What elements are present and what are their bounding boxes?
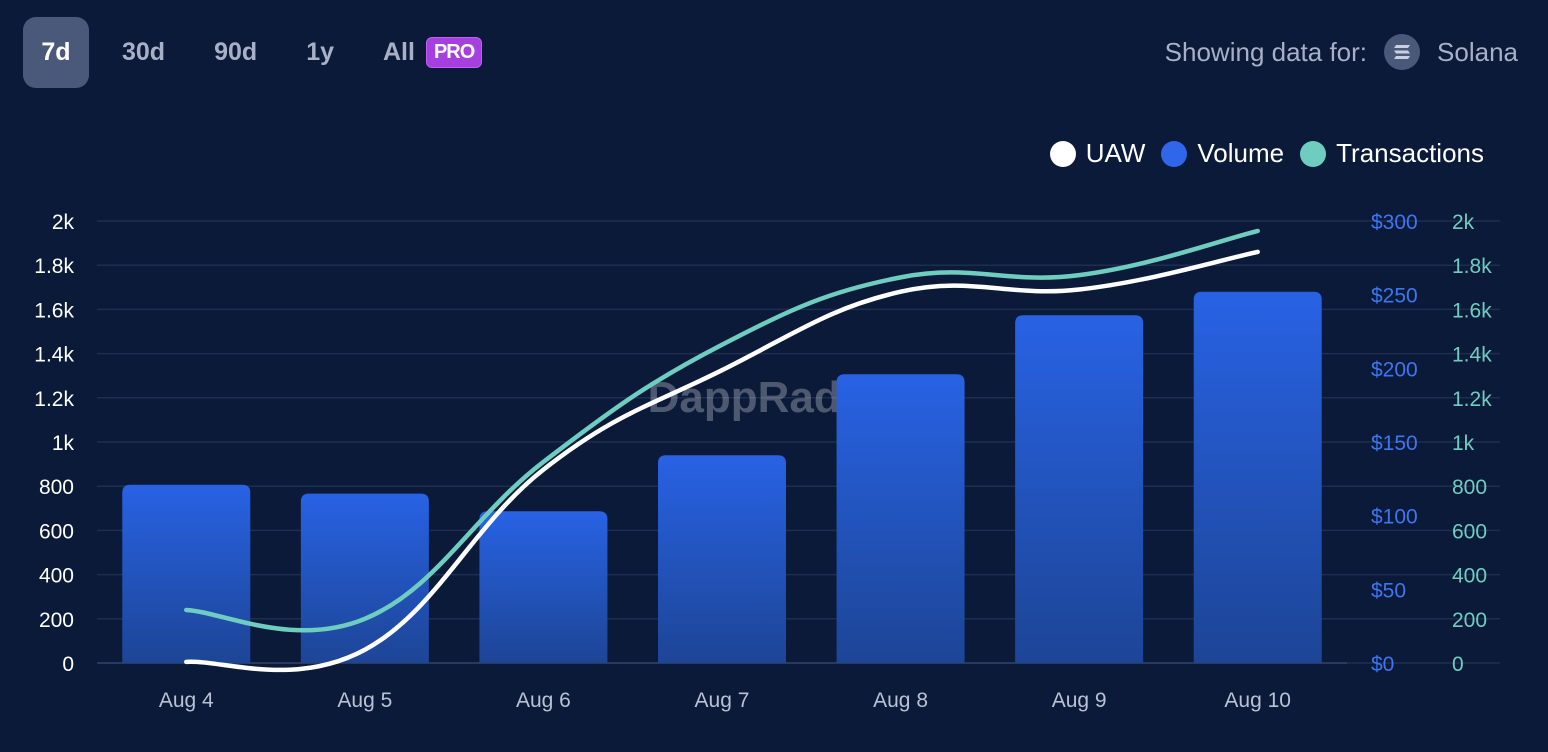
pro-badge: PRO xyxy=(425,37,483,68)
solana-icon xyxy=(1384,34,1421,70)
volume-axis-tick: $200 xyxy=(1371,358,1418,381)
volume-axis-tick: $0 xyxy=(1371,653,1394,676)
left-axis-tick: 1.6k xyxy=(34,299,74,322)
volume-axis-tick: $50 xyxy=(1371,579,1406,602)
volume-axis-tick: $150 xyxy=(1371,432,1418,455)
volume-bar xyxy=(1193,291,1322,663)
left-axis-tick: 1k xyxy=(52,432,75,455)
transactions-axis-tick: 1.4k xyxy=(1452,344,1492,367)
left-axis-tick: 800 xyxy=(39,476,74,499)
chart-legend: UAW Volume Transactions xyxy=(1034,138,1484,169)
x-axis-tick: Aug 6 xyxy=(516,689,571,712)
x-axis-tick: Aug 7 xyxy=(695,689,750,712)
legend-dot-uaw xyxy=(1049,140,1076,167)
x-axis-tick: Aug 8 xyxy=(873,689,928,712)
x-axis-tick: Aug 10 xyxy=(1224,689,1291,712)
transactions-axis-tick: 600 xyxy=(1452,520,1487,543)
transactions-axis-tick: 800 xyxy=(1452,476,1487,499)
transactions-axis-tick: 2k xyxy=(1452,211,1475,234)
left-axis-tick: 1.4k xyxy=(34,344,74,367)
legend-label: Transactions xyxy=(1336,138,1484,168)
transactions-axis-tick: 1.2k xyxy=(1452,388,1492,411)
left-axis-tick: 600 xyxy=(39,520,74,543)
volume-axis-tick: $250 xyxy=(1371,285,1418,308)
left-axis-tick: 400 xyxy=(39,565,74,588)
chain-selector[interactable]: Showing data for: Solana xyxy=(1165,34,1518,70)
volume-bar xyxy=(658,455,786,663)
transactions-axis-tick: 1k xyxy=(1452,432,1475,455)
transactions-axis-tick: 1.6k xyxy=(1452,299,1492,322)
x-axis-tick: Aug 4 xyxy=(159,689,214,712)
tab-30d[interactable]: 30d xyxy=(122,38,166,66)
volume-axis-tick: $300 xyxy=(1371,211,1418,234)
left-axis-tick: 0 xyxy=(62,653,74,676)
transactions-line xyxy=(184,228,1260,633)
legend-label: Volume xyxy=(1197,138,1285,168)
tab-90d[interactable]: 90d xyxy=(214,38,258,66)
legend-dot-transactions xyxy=(1300,140,1327,167)
volume-axis-tick: $100 xyxy=(1371,506,1418,529)
legend-uaw[interactable]: UAW xyxy=(1049,138,1146,169)
left-axis-tick: 200 xyxy=(39,609,74,632)
x-axis-tick: Aug 5 xyxy=(337,689,392,712)
volume-bar xyxy=(122,484,251,663)
legend-dot-volume xyxy=(1161,140,1188,167)
transactions-axis-tick: 1.8k xyxy=(1452,255,1492,278)
legend-label: UAW xyxy=(1085,138,1146,168)
showing-label: Showing data for: xyxy=(1164,36,1368,67)
transactions-axis-tick: 200 xyxy=(1452,609,1487,632)
left-axis-tick: 1.2k xyxy=(34,388,74,411)
transactions-axis-tick: 400 xyxy=(1452,565,1487,588)
tab-7d[interactable]: 7d xyxy=(23,17,89,88)
legend-volume[interactable]: Volume xyxy=(1161,138,1284,169)
left-axis-tick: 1.8k xyxy=(34,255,74,278)
volume-bar xyxy=(1015,315,1144,663)
legend-transactions[interactable]: Transactions xyxy=(1300,138,1484,169)
volume-bar xyxy=(836,374,965,663)
x-axis-tick: Aug 9 xyxy=(1052,689,1107,712)
transactions-axis-tick: 0 xyxy=(1452,653,1464,676)
left-axis-tick: 2k xyxy=(52,211,75,234)
timeframe-tabs: 7d 30d 90d 1y All PRO xyxy=(23,17,483,88)
chain-name: Solana xyxy=(1437,36,1518,67)
volume-bar xyxy=(479,511,608,663)
tab-all[interactable]: All xyxy=(383,38,415,66)
tab-1y[interactable]: 1y xyxy=(306,38,334,66)
volume-bar xyxy=(300,493,429,663)
uaw-line xyxy=(184,249,1260,673)
